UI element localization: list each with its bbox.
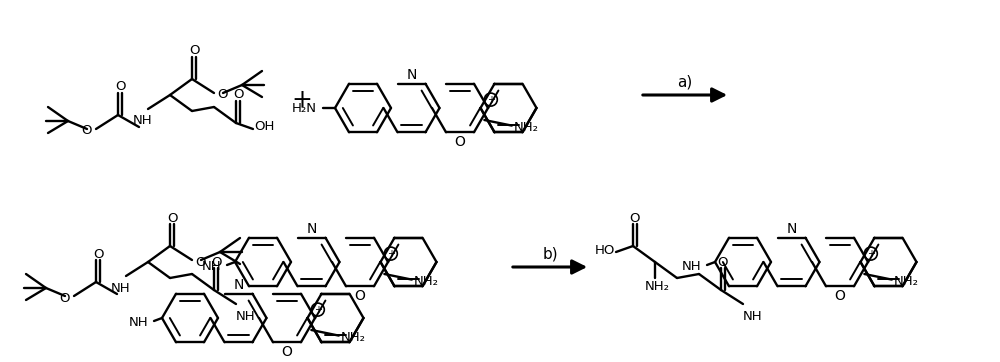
Text: +: + [487,94,495,105]
Text: N: N [233,278,244,292]
Text: O: O [82,125,92,138]
Text: N: N [786,222,797,236]
Text: NH: NH [111,282,131,295]
Text: H₂N: H₂N [292,101,317,114]
Text: O: O [189,45,199,58]
Text: O: O [455,135,465,149]
Text: O: O [217,88,228,101]
Text: +: + [314,304,322,315]
Text: O: O [282,345,292,359]
Text: O: O [233,88,243,101]
Text: +: + [387,249,395,258]
Text: NH₂: NH₂ [514,121,539,134]
Text: NH: NH [743,310,763,323]
Text: O: O [211,256,221,269]
Text: NH: NH [133,114,153,127]
Text: NH: NH [128,316,148,328]
Text: NH₂: NH₂ [341,331,366,344]
Text: HO: HO [595,244,615,257]
Text: a): a) [677,75,693,89]
Text: O: O [115,80,125,93]
Text: +: + [292,88,312,112]
Text: NH₂: NH₂ [894,275,919,288]
Text: O: O [93,248,103,261]
Text: O: O [60,291,70,304]
Text: N: N [306,222,317,236]
Text: NH: NH [681,260,701,273]
Text: O: O [195,256,206,269]
Text: b): b) [542,247,558,261]
Text: O: O [355,289,365,303]
Text: NH: NH [201,260,221,273]
Text: O: O [630,211,640,224]
Text: N: N [406,68,417,82]
Text: O: O [835,289,845,303]
Text: NH₂: NH₂ [414,275,439,288]
Text: OH: OH [254,121,274,134]
Text: NH₂: NH₂ [644,279,670,292]
Text: NH: NH [236,310,256,323]
Text: O: O [167,211,177,224]
Text: O: O [718,256,728,269]
Text: +: + [867,249,875,258]
